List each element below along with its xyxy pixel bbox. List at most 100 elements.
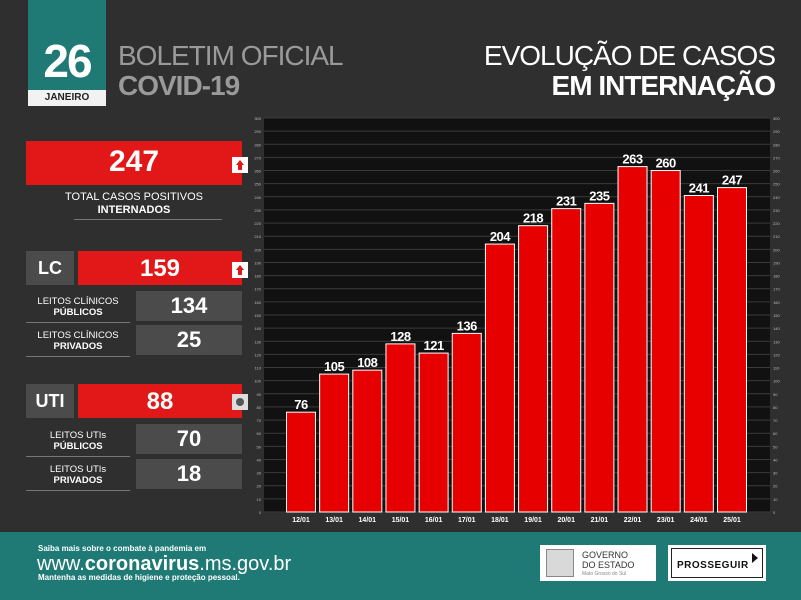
data-label: 128 (390, 329, 410, 344)
data-label: 247 (722, 173, 742, 188)
uti-public-line1: LEITOS UTIs (49, 430, 107, 441)
y-tick-label: 60 (773, 431, 778, 436)
bar (683, 194, 714, 513)
y-tick-label: 150 (773, 313, 780, 318)
date-month-bar (28, 90, 106, 106)
divider (74, 219, 222, 220)
x-tick-label: 14/01 (359, 517, 377, 524)
data-label: 241 (689, 180, 709, 195)
x-tick-label: 17/01 (458, 517, 476, 524)
lc-public-line1: LEITOS CLÍNICOS (37, 296, 119, 307)
data-label: 121 (424, 338, 444, 353)
x-tick-label: 12/01 (292, 517, 310, 524)
y-tick-label: 160 (254, 300, 261, 305)
footer-line1: Saiba mais sobre o combate à pandemia em (38, 544, 207, 553)
uti-value: 88 (146, 388, 174, 415)
y-tick-label: 200 (254, 247, 261, 252)
y-tick-label: 90 (773, 392, 778, 397)
page-title-line1: EVOLUÇÃO DE CASOS (483, 40, 776, 71)
y-tick-label: 70 (773, 418, 778, 423)
y-tick-label: 100 (773, 379, 780, 384)
total-value: 247 (108, 145, 160, 178)
y-tick-label: 130 (254, 339, 261, 344)
y-tick-label: 120 (773, 352, 780, 357)
y-tick-label: 90 (257, 392, 262, 397)
x-tick-label: 16/01 (425, 517, 443, 524)
gov-line1: GOVERNO (582, 550, 629, 560)
y-tick-label: 110 (773, 366, 780, 371)
data-label: 260 (656, 156, 676, 171)
x-tick-label: 23/01 (657, 517, 675, 524)
y-tick-label: 300 (254, 116, 261, 121)
divider (26, 456, 130, 457)
y-tick-label: 250 (773, 182, 780, 187)
y-tick-label: 50 (773, 444, 778, 449)
uti-public-value: 70 (136, 424, 242, 454)
y-tick-label: 210 (254, 234, 261, 239)
x-tick-label: 13/01 (325, 517, 343, 524)
y-tick-label: 140 (254, 326, 261, 331)
lc-value: 159 (139, 255, 181, 282)
y-tick-label: 170 (254, 287, 261, 292)
bars (286, 166, 747, 513)
data-label: 105 (324, 359, 344, 374)
y-tick-label: 260 (773, 169, 780, 174)
total-label: TOTAL CASOS POSITIVOS INTERNADOS (26, 191, 242, 217)
bar (551, 208, 582, 513)
divider (26, 322, 130, 323)
lc-private-value: 25 (136, 325, 242, 355)
y-tick-label: 20 (773, 484, 778, 489)
y-tick-label: 30 (773, 471, 778, 476)
uti-panel: 88 (78, 384, 248, 418)
y-tick-label: 270 (254, 155, 261, 160)
bar (518, 225, 549, 513)
lc-panel: 159 (78, 251, 248, 285)
lc-private-line1: LEITOS CLÍNICOS (37, 330, 119, 341)
y-tick-label: 0 (773, 510, 776, 515)
y-tick-label: 230 (254, 208, 261, 213)
y-tick-label: 0 (259, 510, 262, 515)
total-label-line2: INTERNADOS (97, 204, 171, 216)
y-tick-label: 240 (773, 195, 780, 200)
date-box: 26 JANEIRO (28, 0, 106, 106)
x-axis: 12/01 13/01 14/01 15/01 16/01 17/01 18/01 19/01… (292, 517, 741, 524)
y-tick-label: 190 (254, 260, 261, 265)
footer-line3: Mantenha as medidas de higiene e proteçã… (38, 573, 240, 582)
y-tick-label: 280 (254, 142, 261, 147)
y-tick-label: 60 (257, 431, 262, 436)
x-tick-label: 18/01 (491, 517, 509, 524)
y-tick-label: 290 (254, 129, 261, 134)
uti-private-line1: LEITOS UTIs (49, 464, 107, 475)
lc-label: LC (26, 251, 74, 285)
y-axis-left: 0 10 20 30 40 50 60 70 80 90 100 110 120 130 140 150 160… (254, 116, 261, 515)
y-tick-label: 220 (773, 221, 780, 226)
y-tick-label: 170 (773, 287, 780, 292)
bar (484, 243, 515, 513)
y-tick-label: 280 (773, 142, 780, 147)
y-tick-label: 80 (773, 405, 778, 410)
y-tick-label: 190 (773, 260, 780, 265)
total-panel: 247 (26, 141, 248, 185)
y-tick-label: 180 (773, 274, 780, 279)
page-title-line2: EM INTERNAÇÃO (551, 70, 776, 101)
footer-url[interactable]: www.coronavirus.ms.gov.br (37, 553, 291, 576)
data-label: 136 (457, 318, 477, 333)
y-tick-label: 40 (257, 457, 262, 462)
uti-private-label: LEITOS UTIs PRIVADOS (26, 464, 130, 486)
y-tick-label: 300 (773, 116, 780, 121)
data-label: 263 (622, 152, 642, 167)
x-tick-label: 20/01 (557, 517, 575, 524)
y-tick-label: 120 (254, 352, 261, 357)
gov-line3: Mato Grosso do Sul (582, 571, 627, 577)
y-tick-label: 210 (773, 234, 780, 239)
y-tick-label: 40 (773, 457, 778, 462)
y-tick-label: 250 (254, 182, 261, 187)
arrow-right-icon (752, 553, 758, 563)
program-logo: PROSSEGUIR (668, 545, 766, 581)
total-label-line1: TOTAL CASOS POSITIVOS (65, 191, 203, 203)
y-tick-label: 30 (257, 471, 262, 476)
bar (418, 352, 449, 513)
y-tick-label: 150 (254, 313, 261, 318)
program-name: PROSSEGUIR (677, 560, 749, 571)
divider (26, 490, 130, 491)
